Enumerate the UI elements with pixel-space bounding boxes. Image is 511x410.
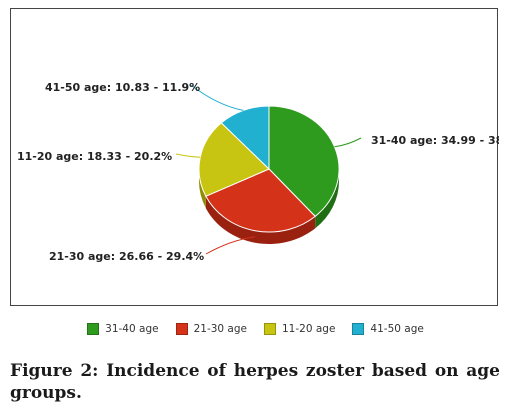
- pie-slice-2[interactable]: [198, 122, 270, 197]
- leader-line-1: [205, 236, 256, 255]
- slice-label-3: 41-50 age: 10.83 - 11.9%: [45, 81, 200, 94]
- legend-item-1[interactable]: 21-30 age: [175, 323, 247, 335]
- legend-swatch-0: [87, 323, 100, 335]
- legend-swatch-2: [264, 323, 276, 335]
- leader-line-3: [190, 84, 244, 111]
- pie-slice-3[interactable]: [220, 105, 270, 171]
- pie-slice-side-1: [205, 196, 316, 245]
- legend-label-0: 31-40 age: [105, 323, 159, 335]
- pie-slice-side-0: [315, 169, 339, 229]
- legend-label-1: 21-30 age: [193, 323, 247, 335]
- legend-swatch-3: [352, 323, 365, 335]
- slice-label-0: 31-40 age: 34.99 - 38.5%: [371, 134, 499, 147]
- legend-item-3[interactable]: 41-50 age: [352, 323, 424, 335]
- legend-item-0[interactable]: 31-40 age: [87, 323, 159, 335]
- chart-legend: 31-40 age 21-30 age 11-20 age 41-50 age: [0, 323, 511, 335]
- pie-slice-0[interactable]: [268, 105, 340, 218]
- figure-caption: Figure 2: Incidence of herpes zoster bas…: [10, 361, 500, 403]
- legend-label-2: 11-20 age: [282, 323, 336, 335]
- legend-label-3: 41-50 age: [370, 323, 424, 335]
- leader-line-0: [334, 137, 362, 148]
- pie-chart: 31-40 age: 34.99 - 38.5% 21-30 age: 26.66…: [17, 81, 499, 263]
- chart-frame: 31-40 age: 34.99 - 38.5% 21-30 age: 26.66…: [10, 8, 499, 306]
- legend-item-2[interactable]: 11-20 age: [264, 323, 335, 335]
- leader-line-2: [175, 153, 201, 158]
- slice-label-1: 21-30 age: 26.66 - 29.4%: [49, 250, 204, 263]
- legend-swatch-1: [175, 323, 188, 335]
- slice-label-2: 11-20 age: 18.33 - 20.2%: [17, 150, 172, 163]
